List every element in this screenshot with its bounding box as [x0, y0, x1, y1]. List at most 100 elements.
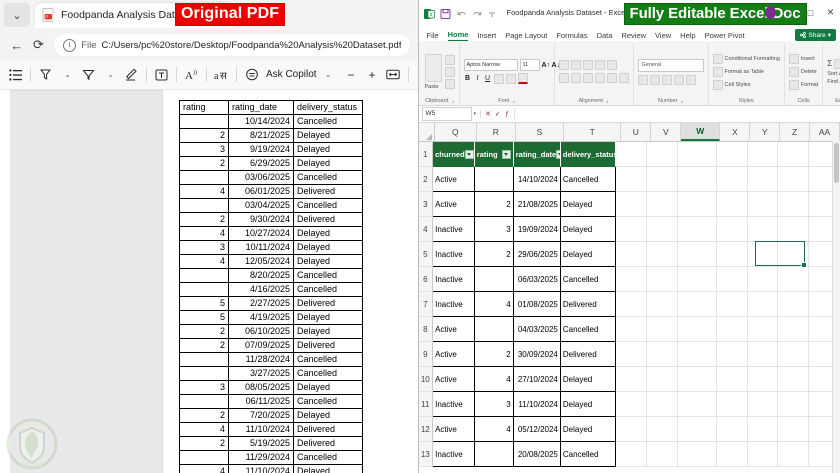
grid-cell-empty[interactable] — [747, 392, 779, 417]
grid-cell-empty[interactable] — [646, 292, 678, 317]
ask-copilot-label[interactable]: Ask Copilot — [266, 69, 317, 80]
name-box-chevron-down-icon[interactable]: ▾ — [473, 111, 477, 117]
ribbon-tab-help[interactable]: Help — [680, 31, 696, 40]
grid-cell-empty[interactable] — [778, 442, 810, 467]
grid-cell-empty[interactable] — [716, 192, 748, 217]
row-header-2[interactable]: 2 — [418, 167, 434, 192]
highlight-icon[interactable] — [35, 64, 56, 86]
grid-cell-empty[interactable] — [646, 242, 678, 267]
conditional-formatting-label[interactable]: Conditional Formatting — [724, 55, 780, 62]
grid-cell[interactable]: 11/10/2024 — [513, 392, 561, 417]
font-name-input[interactable]: Aptos Narrow — [463, 59, 518, 71]
grid-cell[interactable]: Active — [433, 167, 475, 192]
undo-icon[interactable] — [456, 7, 467, 19]
grid-cell[interactable]: Inactive — [433, 292, 475, 317]
grid-cell-empty[interactable] — [646, 317, 678, 342]
grid-cell[interactable] — [474, 167, 514, 192]
grid-cell-empty[interactable] — [778, 292, 810, 317]
grid-cell-empty[interactable] — [677, 417, 717, 442]
grid-cell-empty[interactable] — [778, 192, 810, 217]
format-as-table-label[interactable]: Format as Table — [724, 68, 764, 75]
restore-button[interactable]: □ — [807, 7, 814, 18]
bold-button[interactable]: B — [464, 75, 471, 82]
grid-cell[interactable] — [474, 317, 514, 342]
insert-label[interactable]: Insert — [800, 55, 815, 62]
cell-styles-label[interactable]: Cell Styles — [724, 81, 751, 88]
align-middle-icon[interactable] — [570, 60, 581, 70]
cancel-formula-icon[interactable]: ✕ — [485, 111, 491, 118]
ribbon-tab-view[interactable]: View — [655, 31, 672, 40]
increase-decimal-icon[interactable] — [673, 74, 684, 85]
grid-cell[interactable]: 20/08/2025 — [513, 442, 561, 467]
wrap-text-icon[interactable] — [606, 60, 617, 70]
ribbon-tab-power-pivot[interactable]: Power Pivot — [704, 31, 745, 40]
row-header-7[interactable]: 7 — [418, 292, 434, 317]
ribbon-tab-page-layout[interactable]: Page Layout — [505, 31, 548, 40]
format-as-table-icon[interactable] — [712, 66, 723, 77]
row-header-4[interactable]: 4 — [418, 217, 434, 242]
grid-cell[interactable]: 2 — [474, 192, 514, 217]
grid-cell-empty[interactable] — [646, 392, 678, 417]
italic-button[interactable]: I — [476, 75, 479, 82]
draw-icon[interactable] — [78, 64, 99, 86]
grid-cell-empty[interactable] — [778, 342, 810, 367]
enter-formula-icon[interactable]: ✓ — [494, 111, 501, 118]
grid-cell-empty[interactable] — [716, 442, 748, 467]
percent-style-icon[interactable] — [649, 74, 660, 85]
grid-cell-empty[interactable] — [616, 342, 647, 367]
number-format-select[interactable]: General — [637, 58, 704, 72]
row-header-12[interactable]: 12 — [418, 417, 434, 442]
orientation-icon[interactable] — [594, 60, 605, 70]
grid-cell-empty[interactable] — [677, 367, 717, 392]
erase-icon[interactable] — [121, 64, 142, 86]
find-select-label[interactable]: Find & Select — [827, 78, 840, 85]
grid-cell[interactable]: 3 — [474, 217, 514, 242]
clipboard-dialog-launcher-icon[interactable]: ⌟ — [451, 98, 455, 104]
grid-cell[interactable]: 05/12/2024 — [513, 417, 561, 442]
grid-cell-empty[interactable] — [778, 367, 810, 392]
grid-cell[interactable] — [474, 267, 514, 292]
grid-cell-empty[interactable] — [778, 317, 810, 342]
share-button[interactable]: Share ▾ — [795, 29, 836, 41]
grid-cell[interactable]: 2 — [474, 342, 514, 367]
grid-cell[interactable]: Inactive — [433, 242, 475, 267]
grid-cell[interactable] — [474, 442, 514, 467]
grid-cell-empty[interactable] — [677, 292, 717, 317]
customize-qat-chevron-icon[interactable] — [488, 7, 499, 19]
grid-cell-empty[interactable] — [646, 417, 678, 442]
grid-cell-empty[interactable] — [778, 142, 810, 167]
autosum-icon[interactable]: Σ — [827, 59, 833, 68]
grid-cell[interactable]: 14/10/2024 — [513, 167, 561, 192]
grid-cell-empty[interactable] — [677, 317, 717, 342]
column-header-q[interactable]: Q — [434, 123, 477, 141]
name-box[interactable]: W5 — [421, 107, 472, 121]
grid-cell-empty[interactable] — [616, 417, 647, 442]
column-header-u[interactable]: U — [621, 123, 652, 141]
read-aloud-icon[interactable]: A)) — [181, 64, 202, 86]
grid-cell-empty[interactable] — [716, 392, 748, 417]
decrease-font-size-icon[interactable]: A↓ — [551, 61, 561, 69]
comma-style-icon[interactable] — [661, 74, 672, 85]
grid-cell-empty[interactable] — [616, 367, 647, 392]
grid-cell[interactable]: Inactive — [433, 392, 475, 417]
grid-cell-empty[interactable] — [646, 442, 678, 467]
grid-cell-empty[interactable] — [778, 392, 810, 417]
format-cells-icon[interactable] — [788, 79, 799, 90]
grid-cell-empty[interactable] — [677, 442, 717, 467]
tab-list-chevron-icon[interactable]: ⌄ — [4, 3, 30, 27]
fill-color-icon[interactable] — [505, 73, 516, 84]
borders-icon[interactable] — [493, 73, 504, 84]
reload-icon[interactable]: ⟳ — [32, 37, 44, 52]
grid-cell-empty[interactable] — [716, 142, 748, 167]
grid-cell-empty[interactable] — [778, 417, 810, 442]
grid-cell-empty[interactable] — [616, 292, 647, 317]
format-painter-icon[interactable] — [444, 78, 455, 89]
table-header-cell[interactable]: churned — [433, 142, 475, 167]
grid-cell-empty[interactable] — [616, 142, 647, 167]
ribbon-tab-file[interactable]: File — [426, 31, 439, 40]
grid-cell[interactable]: 01/08/2025 — [513, 292, 561, 317]
share-chevron-down-icon[interactable]: ▾ — [827, 32, 831, 39]
format-label[interactable]: Format — [800, 81, 819, 88]
grid-cell-empty[interactable] — [747, 192, 779, 217]
grid-cell-empty[interactable] — [716, 242, 748, 267]
